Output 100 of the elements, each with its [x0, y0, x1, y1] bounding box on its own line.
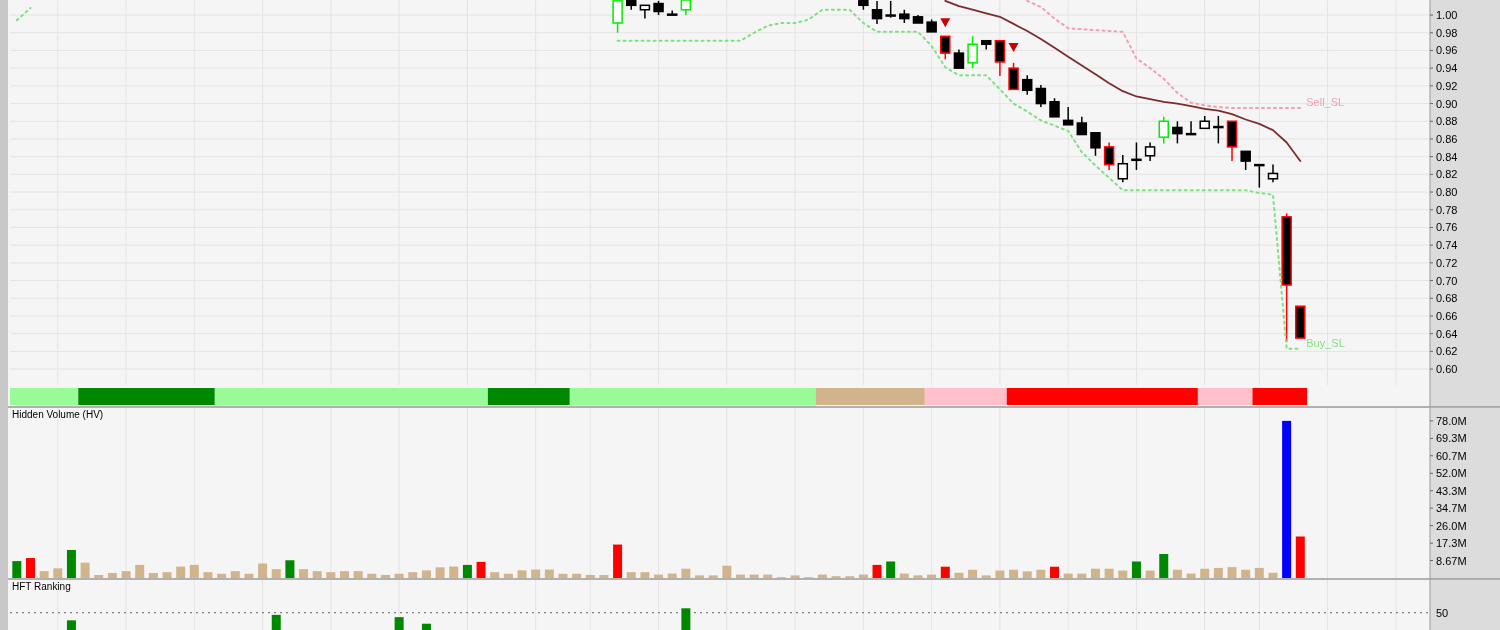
series-label: Buy_SL [1306, 336, 1345, 349]
bar [421, 623, 431, 630]
candlestick [1172, 120, 1183, 145]
text: 50 [1436, 606, 1449, 619]
bar [968, 569, 978, 578]
y-tick-label: 0.60 [1436, 363, 1458, 376]
y-tick-label: 0.80 [1436, 186, 1458, 199]
y-tick-label: 0.74 [1436, 239, 1458, 252]
bar [1213, 567, 1223, 578]
y-tick-label: 0.68 [1436, 292, 1458, 305]
bar [544, 569, 554, 578]
bar [640, 572, 650, 578]
y-tick-label: 34.7M [1436, 502, 1467, 515]
bar [1295, 536, 1305, 578]
bar [913, 575, 923, 578]
bar [230, 571, 240, 578]
bar [25, 558, 35, 578]
candlestick [1103, 141, 1115, 171]
bar [367, 573, 377, 578]
y-tick-label: 0.64 [1436, 327, 1458, 340]
bar [558, 573, 568, 578]
bar [490, 572, 500, 578]
y-tick-label: 1.00 [1436, 9, 1458, 22]
bar [981, 575, 991, 578]
y-tick-label: 0.66 [1436, 309, 1458, 322]
candlestick [1021, 74, 1033, 96]
bar [176, 566, 186, 578]
candlestick [612, 0, 623, 34]
candlestick [1213, 115, 1224, 145]
candlestick [1049, 97, 1060, 118]
candlestick [1117, 154, 1129, 184]
y-tick-label: 0.62 [1436, 345, 1458, 358]
bar [667, 573, 677, 578]
bar [899, 573, 909, 578]
y-tick-label: 0.90 [1436, 97, 1458, 110]
bar [708, 575, 718, 578]
bar [1145, 570, 1155, 578]
bar [695, 575, 705, 578]
y-tick-label: 0.94 [1436, 62, 1458, 75]
bar [503, 573, 513, 578]
bar [954, 572, 964, 578]
bar [531, 569, 541, 578]
bar [162, 572, 172, 578]
bar [217, 573, 227, 578]
bar [1050, 566, 1060, 578]
y-tick-label: 8.67M [1436, 554, 1467, 567]
y-tick-label: 0.70 [1436, 274, 1458, 287]
candlestick [871, 0, 883, 25]
bar [408, 572, 418, 578]
y-tick-label: 0.92 [1436, 79, 1458, 92]
bar [1022, 571, 1032, 578]
bar [995, 570, 1005, 578]
y-tick-label: 0.84 [1436, 150, 1458, 163]
bar [1241, 569, 1251, 578]
bar [380, 574, 390, 578]
bar [271, 569, 281, 578]
bar [244, 573, 254, 578]
line-series [1026, 0, 1302, 109]
bar [53, 568, 63, 578]
bar [203, 572, 213, 578]
bar [1268, 572, 1278, 578]
bar [1200, 568, 1210, 578]
bar [135, 564, 145, 578]
bar [1227, 567, 1237, 578]
bar [312, 571, 322, 578]
bar [271, 614, 281, 630]
y-tick-label: 60.7M [1436, 449, 1467, 462]
bar [626, 572, 636, 578]
bar [681, 608, 691, 630]
bar [299, 569, 309, 578]
y-tick-label: 0.86 [1436, 132, 1458, 145]
chart-title: Hidden Volume (HV) [12, 409, 104, 420]
bar [940, 566, 950, 578]
candlestick [1062, 106, 1074, 126]
bar [353, 571, 363, 578]
bar [66, 620, 76, 630]
y-tick-label: 26.0M [1436, 519, 1467, 532]
bar [1077, 573, 1087, 578]
bar [394, 617, 404, 630]
bar [599, 574, 609, 578]
candlestick [1240, 150, 1251, 171]
bar [148, 572, 158, 578]
bar [1282, 420, 1292, 578]
series-label: Sell_SL [1306, 95, 1345, 108]
y-tick-label: 0.98 [1436, 26, 1458, 39]
candlestick [953, 48, 965, 69]
bar [449, 566, 459, 578]
candlestick [1008, 62, 1019, 91]
candlestick [1131, 141, 1142, 171]
bar [189, 564, 199, 578]
bar [572, 573, 582, 578]
candlestick [967, 35, 978, 69]
y-tick-label: 52.0M [1436, 467, 1467, 480]
bar [613, 544, 623, 578]
bar [80, 562, 90, 578]
bar [258, 563, 268, 578]
candlestick [994, 39, 1006, 77]
y-tick-label: 0.96 [1436, 44, 1458, 57]
bar [39, 571, 49, 578]
candlestick [1144, 141, 1156, 162]
